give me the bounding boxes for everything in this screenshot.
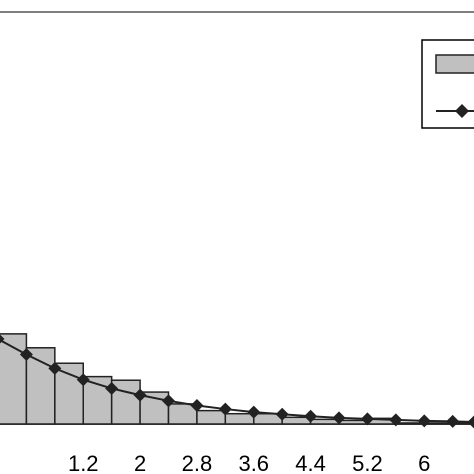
legend-swatch-bar xyxy=(435,54,474,74)
x-tick-label: 6 xyxy=(418,451,430,474)
fit-point-marker xyxy=(218,402,232,416)
legend-swatch-marker xyxy=(455,104,469,118)
histogram-bar xyxy=(309,418,340,425)
fit-point-marker xyxy=(105,381,119,395)
fit-point-marker xyxy=(247,405,261,419)
histogram-bar xyxy=(196,409,227,425)
x-tick-label: 4.4 xyxy=(295,451,326,474)
fit-point-marker xyxy=(446,414,460,428)
fit-point-marker xyxy=(133,388,147,402)
fit-point-marker xyxy=(275,407,289,421)
fit-point-marker xyxy=(48,361,62,375)
plot-frame xyxy=(0,11,474,425)
x-tick-label: 3.6 xyxy=(238,451,269,474)
legend xyxy=(421,39,474,129)
legend-box xyxy=(421,39,474,129)
x-tick-label: 2.8 xyxy=(182,451,213,474)
fit-point-marker xyxy=(360,412,374,426)
fit-point-marker xyxy=(19,347,33,361)
x-tick-labels: 1.2 2 2.8 3.6 4.4 5.2 6 xyxy=(68,451,430,474)
x-tick-label: 1.2 xyxy=(68,451,99,474)
fit-point-marker xyxy=(417,414,431,428)
fit-point-marker xyxy=(332,411,346,425)
histogram-bar xyxy=(224,412,255,425)
fit-point-marker xyxy=(190,398,204,412)
fit-point-marker xyxy=(389,413,403,427)
fit-point-marker xyxy=(162,394,176,408)
fit-point-marker xyxy=(467,415,474,429)
fit-point-marker xyxy=(0,334,5,344)
histogram-bar xyxy=(54,362,85,425)
fitted-curve-group xyxy=(0,334,474,429)
x-tick-label: 2 xyxy=(134,451,146,474)
fit-point-marker xyxy=(76,373,90,387)
histogram-bar xyxy=(110,379,141,425)
fit-point-marker xyxy=(304,409,318,423)
x-tick-label: 5.2 xyxy=(352,451,383,474)
histogram-bar xyxy=(25,347,56,425)
